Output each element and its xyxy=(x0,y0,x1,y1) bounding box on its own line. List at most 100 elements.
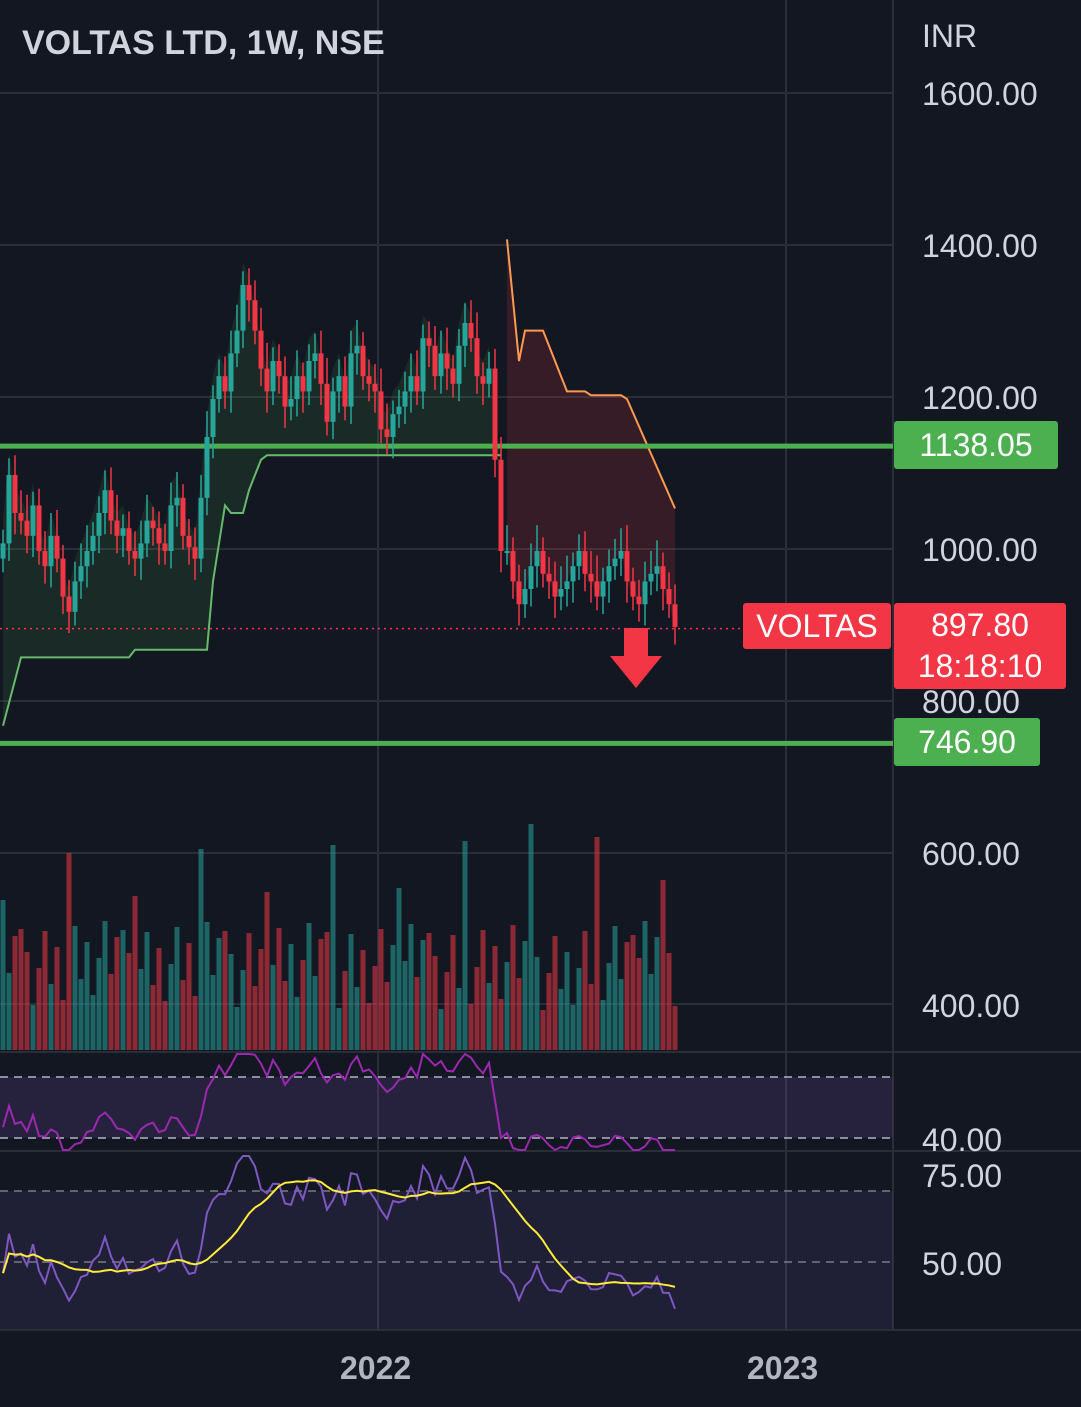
volume-bar xyxy=(480,930,486,1050)
y-tick-label: 400.00 xyxy=(922,988,1020,1024)
volume-bar xyxy=(150,985,156,1050)
volume-bar xyxy=(30,1005,36,1050)
candle-body xyxy=(636,596,642,605)
osc-signal-line xyxy=(2,1179,676,1288)
volume-bar xyxy=(588,984,594,1050)
volume-bar xyxy=(378,929,384,1050)
candle-body xyxy=(462,323,468,346)
volume-bar xyxy=(654,937,660,1050)
candle-body xyxy=(324,383,330,422)
volume-bar xyxy=(228,954,234,1050)
volume-bar xyxy=(324,932,330,1050)
candle-body xyxy=(432,345,438,377)
candle-body xyxy=(234,330,240,354)
volume-bar xyxy=(282,981,288,1050)
candle-body xyxy=(48,535,54,567)
volume-bar xyxy=(174,927,180,1050)
volume-bar xyxy=(204,922,210,1050)
candle-body xyxy=(60,558,66,597)
volume-bar xyxy=(456,988,462,1050)
candle-body xyxy=(0,543,6,559)
candle-body xyxy=(384,429,390,437)
candle-body xyxy=(6,475,12,544)
candle-body xyxy=(54,535,60,559)
y-tick-label: 600.00 xyxy=(922,836,1020,872)
overlays xyxy=(610,628,662,688)
volume-bar xyxy=(144,932,150,1050)
volume-bar xyxy=(558,989,564,1050)
volume-bar xyxy=(264,892,270,1050)
candle-body xyxy=(594,581,600,597)
volume-bar xyxy=(498,999,504,1050)
volume-bar xyxy=(552,936,558,1050)
volume-bar xyxy=(576,968,582,1050)
volume-bar xyxy=(624,942,630,1050)
volume-bar xyxy=(312,976,318,1050)
symbol-badge: VOLTAS xyxy=(743,603,891,649)
support-line xyxy=(2,454,501,727)
candle-body xyxy=(468,323,474,339)
volume-bar xyxy=(474,967,480,1050)
volume-bar xyxy=(48,984,54,1050)
volume-bar xyxy=(636,958,642,1050)
candle-body xyxy=(180,497,186,536)
lower-panel-tick: 50.00 xyxy=(922,1246,1003,1282)
volume-bar xyxy=(42,931,48,1050)
candle-body xyxy=(150,520,156,529)
candle-body xyxy=(558,589,564,597)
volume-bar xyxy=(414,977,420,1050)
candle-body xyxy=(210,399,216,437)
volume-bar xyxy=(330,845,336,1050)
candle-body xyxy=(606,566,612,582)
volume-bar xyxy=(582,931,588,1050)
volume-bar xyxy=(72,926,78,1050)
volume-bar xyxy=(246,933,252,1050)
volume-bar xyxy=(6,973,12,1050)
candle-body xyxy=(666,589,672,605)
candle-body xyxy=(174,497,180,506)
y-tick-label: 1600.00 xyxy=(922,76,1038,112)
candle-body xyxy=(276,361,282,377)
volume-bar xyxy=(186,943,192,1050)
candle-body xyxy=(510,551,516,582)
candles xyxy=(0,268,678,645)
volume-bar xyxy=(168,964,174,1050)
volume-bar xyxy=(420,940,426,1050)
candle-body xyxy=(72,581,78,612)
volume-bar xyxy=(318,939,324,1050)
chart-title: VOLTAS LTD, 1W, NSE xyxy=(22,24,385,62)
candle-body xyxy=(300,376,306,392)
volume-bar xyxy=(348,934,354,1050)
candle-body xyxy=(246,285,252,301)
candle-body xyxy=(612,558,618,567)
price-badge: 897.80 18:18:10 xyxy=(894,603,1066,689)
volume-bar xyxy=(18,929,24,1050)
candle-body xyxy=(114,520,120,536)
candle-body xyxy=(318,353,324,384)
volume-bar xyxy=(390,945,396,1050)
candle-body xyxy=(414,376,420,392)
candle-body xyxy=(306,361,312,392)
candle-body xyxy=(336,376,342,392)
candle-body xyxy=(120,528,126,536)
candle-body xyxy=(126,528,132,551)
candle-body xyxy=(294,376,300,399)
volume-bar xyxy=(594,837,600,1050)
candle-body xyxy=(654,566,660,574)
volume-bar xyxy=(516,978,522,1050)
candle-body xyxy=(480,376,486,384)
candle-body xyxy=(492,368,498,460)
osc-line xyxy=(2,1155,676,1310)
volume-bar xyxy=(216,938,222,1050)
candle-body xyxy=(36,505,42,551)
candle-body xyxy=(90,535,96,551)
volume-bar xyxy=(510,925,516,1050)
y-tick-label: 1000.00 xyxy=(922,532,1038,568)
currency-label: INR xyxy=(922,18,978,54)
candle-body xyxy=(540,551,546,574)
candle-body xyxy=(342,376,348,407)
volume-bar xyxy=(180,980,186,1050)
volume-bar xyxy=(120,930,126,1050)
volume-bar xyxy=(540,1010,546,1050)
volume-bar xyxy=(156,948,162,1050)
